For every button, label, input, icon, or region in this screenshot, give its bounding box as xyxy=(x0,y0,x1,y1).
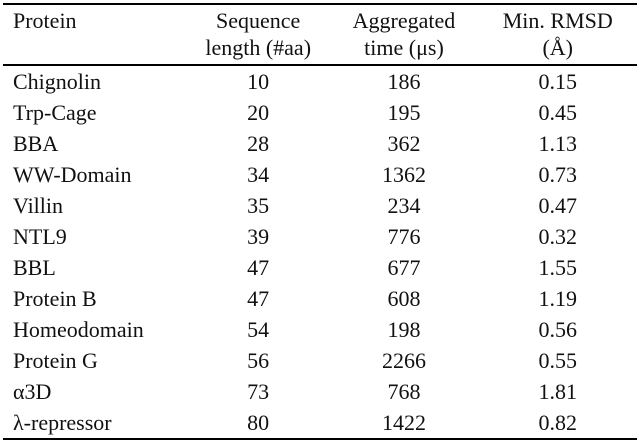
aggregated-time-cell: 234 xyxy=(387,193,421,218)
sequence-length-cell: 28 xyxy=(247,131,270,156)
sequence-length-cell: 39 xyxy=(247,224,270,249)
table-row: Trp-Cage 20 195 0.45 xyxy=(3,97,637,128)
header-line: length (#aa) xyxy=(205,35,312,60)
table-row: BBL 47 677 1.55 xyxy=(3,252,637,283)
header-line: Min. RMSD xyxy=(502,8,613,33)
sequence-length-cell: 56 xyxy=(247,348,270,373)
protein-name-cell: WW-Domain xyxy=(13,162,132,187)
table-row: Homeodomain 54 198 0.56 xyxy=(3,314,637,345)
header-line: (Å) xyxy=(542,35,574,60)
min-rmsd-cell: 1.55 xyxy=(538,255,577,280)
min-rmsd-cell: 0.82 xyxy=(538,410,577,435)
table-row: Protein B 47 608 1.19 xyxy=(3,283,637,314)
min-rmsd-cell: 0.55 xyxy=(538,348,577,373)
sequence-length-cell: 54 xyxy=(247,317,270,342)
protein-name-cell: λ-repressor xyxy=(13,410,112,435)
min-rmsd-cell: 0.47 xyxy=(538,193,577,218)
min-rmsd-cell: 1.13 xyxy=(538,131,577,156)
sequence-length-cell: 73 xyxy=(247,379,270,404)
min-rmsd-cell: 0.73 xyxy=(538,162,577,187)
column-header-min-rmsd: Min. RMSD (Å) xyxy=(478,4,637,65)
table-body: Chignolin 10 186 0.15 Trp-Cage 20 195 0.… xyxy=(3,65,637,439)
table-row: Chignolin 10 186 0.15 xyxy=(3,65,637,97)
sequence-length-cell: 80 xyxy=(247,410,270,435)
header-line: Aggregated xyxy=(352,8,456,33)
aggregated-time-cell: 362 xyxy=(387,131,421,156)
aggregated-time-cell: 608 xyxy=(387,286,421,311)
header-line: time (μs) xyxy=(364,35,444,60)
min-rmsd-cell: 0.32 xyxy=(538,224,577,249)
column-header-protein: Protein xyxy=(3,4,187,65)
table-row: α3D 73 768 1.81 xyxy=(3,376,637,407)
aggregated-time-cell: 1422 xyxy=(381,410,426,435)
sequence-length-cell: 20 xyxy=(247,100,270,125)
table-row: BBA 28 362 1.13 xyxy=(3,128,637,159)
header-line xyxy=(13,34,187,61)
sequence-length-cell: 34 xyxy=(247,162,270,187)
aggregated-time-cell: 186 xyxy=(387,69,421,94)
aggregated-time-cell: 2266 xyxy=(381,348,426,373)
protein-name-cell: Protein G xyxy=(13,348,98,373)
aggregated-time-cell: 776 xyxy=(387,224,421,249)
table-header: Protein Sequence length (#aa) Aggregated… xyxy=(3,4,637,65)
protein-name-cell: Chignolin xyxy=(13,69,102,94)
table-row: Protein G 56 2266 0.55 xyxy=(3,345,637,376)
min-rmsd-cell: 1.81 xyxy=(538,379,577,404)
sequence-length-cell: 10 xyxy=(247,69,270,94)
min-rmsd-cell: 0.45 xyxy=(538,100,577,125)
sequence-length-cell: 47 xyxy=(247,286,270,311)
table-row: WW-Domain 34 1362 0.73 xyxy=(3,159,637,190)
protein-name-cell: Trp-Cage xyxy=(13,100,97,125)
min-rmsd-cell: 1.19 xyxy=(538,286,577,311)
protein-name-cell: Villin xyxy=(13,193,64,218)
aggregated-time-cell: 677 xyxy=(387,255,421,280)
table-row: NTL9 39 776 0.32 xyxy=(3,221,637,252)
aggregated-time-cell: 1362 xyxy=(381,162,426,187)
table-row: λ-repressor 80 1422 0.82 xyxy=(3,407,637,439)
sequence-length-cell: 47 xyxy=(247,255,270,280)
column-header-sequence-length: Sequence length (#aa) xyxy=(187,4,330,65)
aggregated-time-cell: 198 xyxy=(387,317,421,342)
column-header-aggregated-time: Aggregated time (μs) xyxy=(330,4,479,65)
protein-name-cell: BBA xyxy=(13,131,59,156)
protein-name-cell: Protein B xyxy=(13,286,97,311)
aggregated-time-cell: 195 xyxy=(387,100,421,125)
min-rmsd-cell: 0.15 xyxy=(538,69,577,94)
aggregated-time-cell: 768 xyxy=(387,379,421,404)
sequence-length-cell: 35 xyxy=(247,193,270,218)
protein-name-cell: α3D xyxy=(13,379,52,404)
protein-benchmark-table: Protein Sequence length (#aa) Aggregated… xyxy=(3,3,637,440)
protein-name-cell: BBL xyxy=(13,255,56,280)
header-line: Protein xyxy=(13,8,77,33)
protein-name-cell: NTL9 xyxy=(13,224,67,249)
header-line: Sequence xyxy=(216,8,301,33)
min-rmsd-cell: 0.56 xyxy=(538,317,577,342)
table-row: Villin 35 234 0.47 xyxy=(3,190,637,221)
protein-name-cell: Homeodomain xyxy=(13,317,144,342)
header-row: Protein Sequence length (#aa) Aggregated… xyxy=(3,4,637,65)
